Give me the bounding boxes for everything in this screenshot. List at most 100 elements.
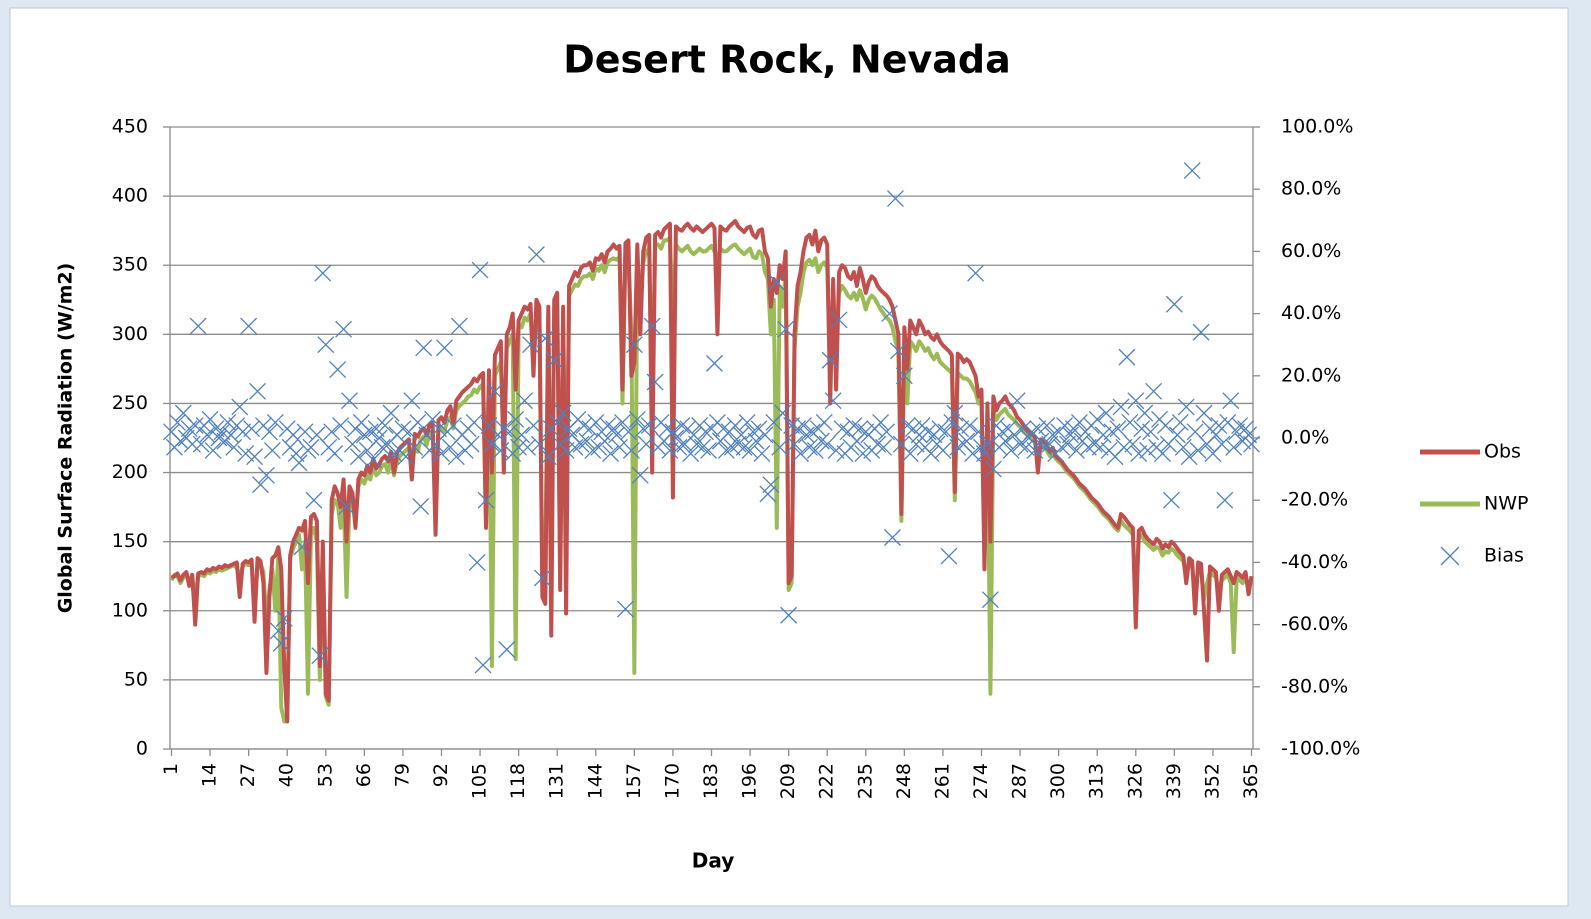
bias-marker (394, 420, 412, 438)
bias-marker (252, 476, 269, 494)
bias-marker (898, 417, 916, 435)
bias-marker (952, 420, 970, 438)
legend-label: NWP (1484, 493, 1528, 515)
bias-marker (735, 438, 753, 456)
bias-marker (257, 466, 275, 484)
bias-marker (889, 342, 907, 360)
y2-tick-label: 20.0% (1281, 364, 1341, 386)
bias-marker (1112, 398, 1130, 416)
x-tick-label: 365 (1240, 763, 1262, 799)
bias-marker (919, 423, 937, 441)
bias-marker (759, 485, 777, 503)
bias-marker (1124, 435, 1142, 453)
y2-tick-label: 60.0% (1281, 240, 1341, 262)
bias-marker (213, 423, 231, 441)
bias-marker (516, 392, 534, 410)
x-tick-label: 27 (237, 763, 259, 787)
bias-marker (168, 413, 186, 431)
bias-marker (616, 600, 634, 618)
y2-tick-label: 0.0% (1281, 427, 1329, 449)
bias-marker (237, 445, 255, 463)
bias-marker (596, 432, 614, 450)
bias-marker (780, 606, 798, 624)
bias-marker (326, 445, 344, 463)
bias-marker (382, 404, 400, 422)
bias-marker (498, 641, 516, 658)
y2-tick-label: -20.0% (1281, 489, 1348, 511)
bias-marker (554, 404, 572, 422)
x-tick-label: 196 (739, 763, 761, 799)
bias-marker (614, 413, 631, 431)
bias-marker (305, 491, 323, 509)
bias-marker (1008, 392, 1026, 410)
bias-marker (774, 404, 792, 422)
bias-marker (795, 417, 812, 435)
bias-marker (732, 426, 750, 444)
bias-marker (329, 361, 347, 379)
bias-marker (934, 441, 952, 459)
x-tick-label: 248 (893, 763, 915, 799)
bias-marker (269, 622, 287, 640)
y-tick-label: 0 (136, 738, 148, 760)
bias-marker (851, 420, 869, 438)
bias-marker (667, 429, 685, 447)
bias-marker (1127, 392, 1145, 410)
bias-marker (468, 553, 486, 571)
y-tick-label: 250 (112, 392, 148, 414)
bias-marker (833, 420, 851, 438)
bias-marker (477, 491, 495, 509)
x-tick-label: 105 (469, 763, 491, 799)
bias-marker (1029, 420, 1047, 438)
bias-marker (1026, 441, 1044, 459)
bias-marker (714, 420, 732, 438)
bias-marker (587, 413, 605, 431)
bias-marker (673, 417, 691, 435)
bias-marker (249, 382, 266, 400)
bias-marker (1059, 435, 1077, 453)
bias-marker (786, 435, 804, 453)
bias-marker (706, 354, 723, 372)
x-tick-label: 14 (199, 763, 221, 787)
bias-marker (625, 336, 643, 354)
bias-marker (1109, 420, 1127, 438)
bias-marker (943, 413, 961, 431)
bias-marker (789, 420, 807, 438)
bias-marker (643, 317, 661, 335)
y2-tick-label: 80.0% (1281, 178, 1341, 200)
y2-tick-label: 40.0% (1281, 302, 1341, 324)
bias-marker (311, 647, 329, 665)
y-tick-label: 150 (112, 530, 148, 552)
x-tick-label: 1 (160, 763, 182, 775)
bias-marker (447, 448, 465, 466)
bias-marker (1103, 423, 1121, 441)
bias-marker (189, 317, 207, 335)
bias-marker (827, 441, 845, 459)
bias-marker (367, 420, 385, 438)
bias-marker (878, 423, 896, 441)
bias-marker (1183, 162, 1201, 179)
bias-marker (1130, 445, 1148, 463)
bias-marker (1240, 426, 1258, 444)
bias-marker (519, 438, 536, 456)
bias-marker (1165, 295, 1183, 313)
bias-marker (409, 413, 427, 431)
bias-marker (507, 410, 525, 428)
bias-marker (768, 274, 786, 291)
bias-marker (349, 448, 367, 466)
bias-marker (640, 417, 658, 435)
bias-marker (486, 382, 504, 400)
y-axis-label: Global Surface Radiation (W/m2) (55, 263, 77, 614)
bias-marker (1088, 410, 1106, 428)
bias-marker (981, 591, 999, 609)
bias-marker (602, 445, 620, 463)
x-tick-label: 183 (700, 763, 722, 799)
bias-marker (1168, 426, 1186, 444)
bias-marker (355, 426, 373, 444)
bias-marker (1068, 441, 1085, 459)
bias-marker (1171, 413, 1189, 431)
bias-marker (792, 445, 809, 463)
bias-marker (1014, 420, 1032, 438)
y-tick-label: 300 (112, 323, 148, 345)
x-tick-label: 79 (391, 763, 413, 787)
